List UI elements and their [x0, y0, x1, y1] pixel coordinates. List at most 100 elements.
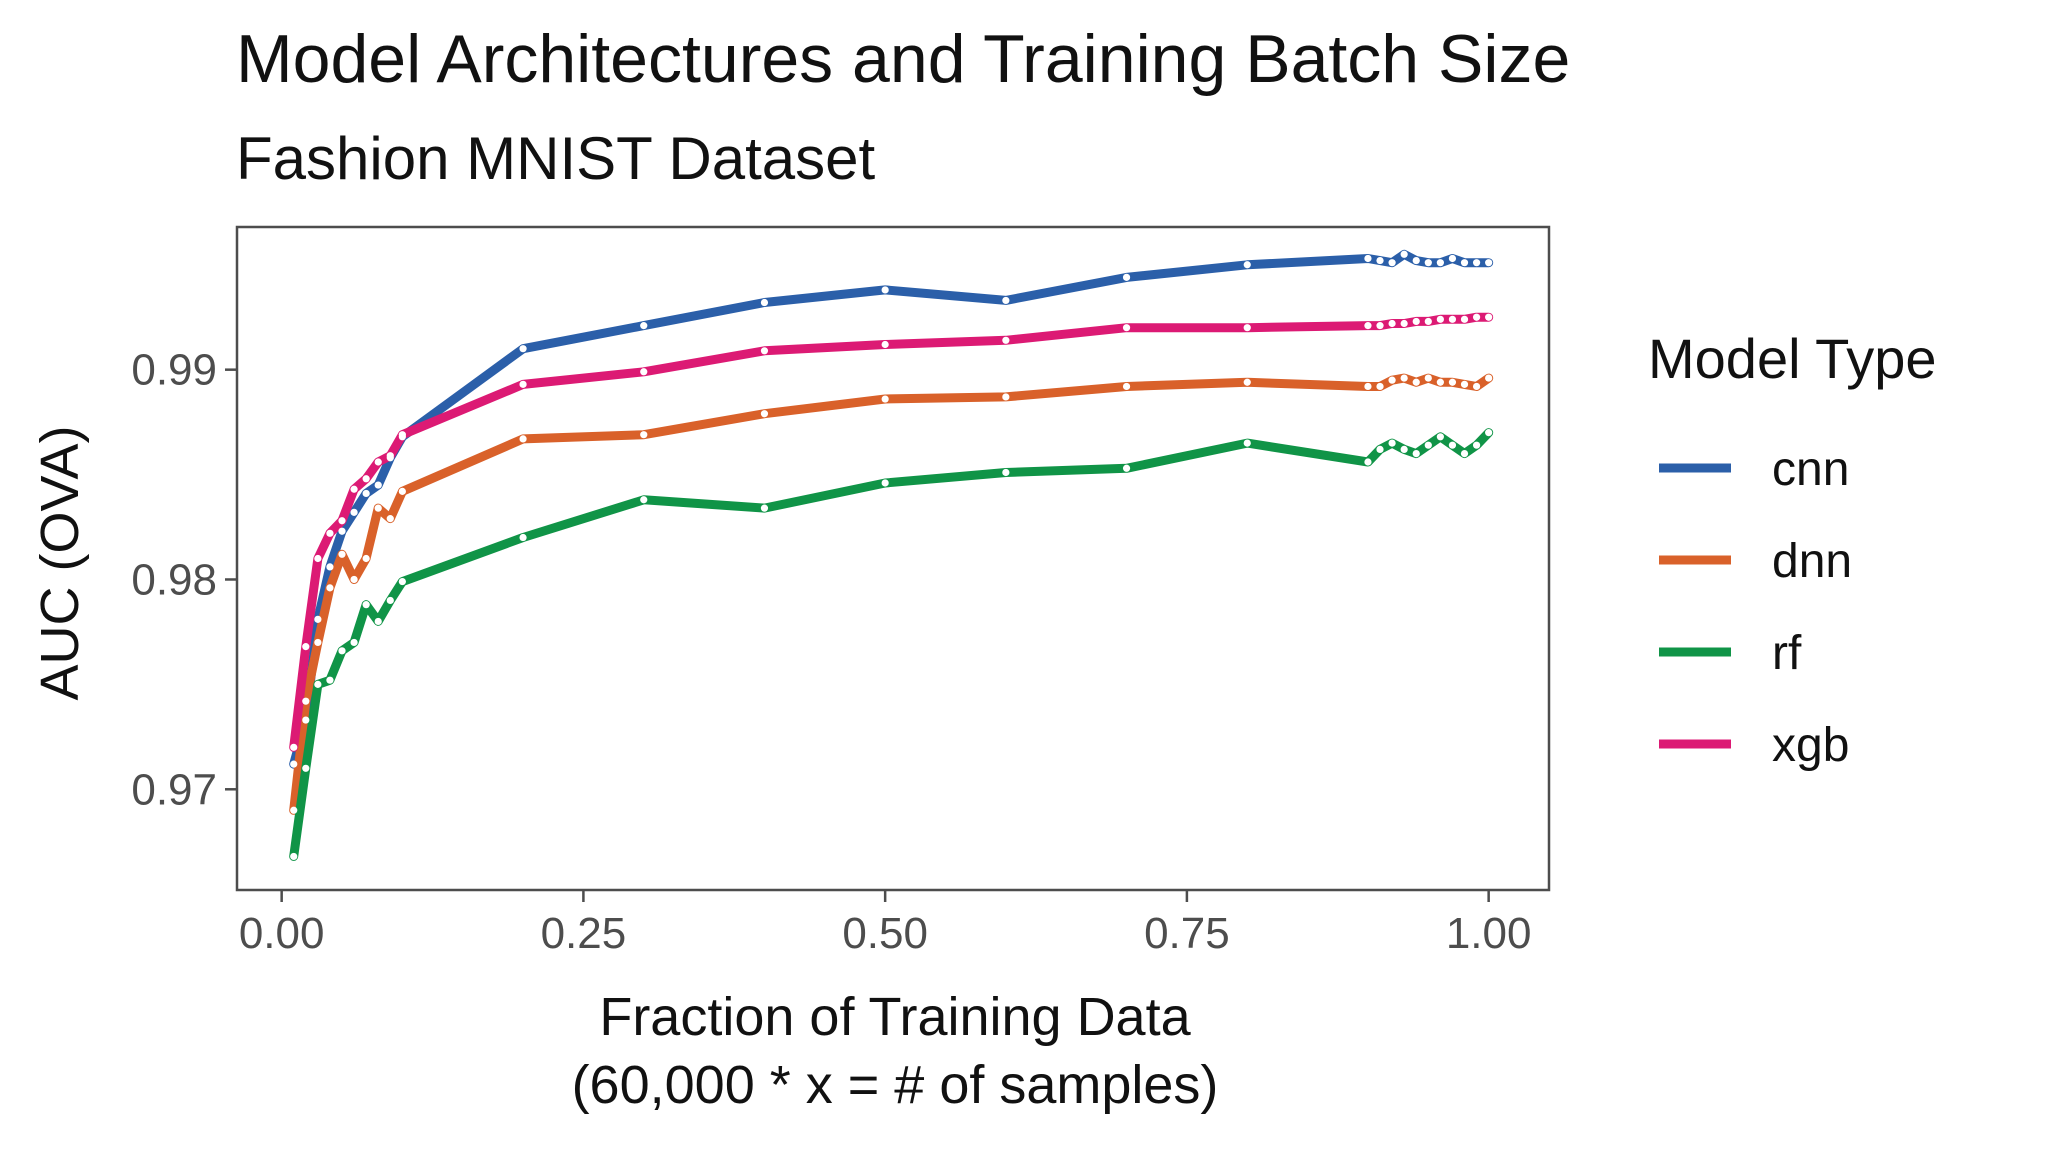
data-point-xgb	[338, 517, 346, 525]
x-axis-ticks: 0.00 0.25 0.50 0.75 1.00	[239, 890, 1531, 958]
data-point-dnn	[362, 554, 370, 563]
data-point-cnn	[881, 286, 889, 294]
data-point-cnn	[338, 527, 346, 535]
data-point-rf	[290, 852, 298, 861]
y-tick-label: 0.98	[131, 555, 217, 604]
data-point-rf	[1376, 445, 1384, 453]
data-point-rf	[1122, 464, 1131, 472]
y-tick-label: 0.97	[131, 765, 217, 814]
data-point-xgb	[1436, 315, 1444, 323]
data-point-cnn	[1412, 256, 1420, 265]
data-point-cnn	[1364, 254, 1372, 263]
data-point-dnn	[338, 550, 346, 558]
data-point-xgb	[1424, 317, 1432, 326]
data-point-cnn	[1472, 259, 1481, 267]
data-point-rf	[386, 596, 394, 605]
data-point-rf	[1448, 441, 1457, 449]
data-point-cnn	[519, 345, 527, 353]
data-point-rf	[760, 504, 769, 512]
y-axis-title: AUC (OVA)	[30, 425, 90, 700]
data-point-rf	[1388, 439, 1396, 447]
data-point-dnn	[350, 575, 358, 584]
data-point-dnn	[374, 504, 382, 512]
legend-label-dnn: dnn	[1772, 535, 1852, 588]
data-point-rf	[1412, 449, 1420, 458]
data-point-xgb	[350, 485, 358, 493]
data-point-xgb	[386, 452, 394, 460]
data-point-cnn	[1122, 273, 1131, 281]
data-point-rf	[1424, 441, 1432, 449]
data-point-cnn	[314, 615, 322, 623]
chart-title: Model Architectures and Training Batch S…	[236, 21, 1571, 97]
data-point-dnn	[1448, 378, 1457, 386]
series-points	[290, 250, 1493, 861]
data-point-rf	[519, 533, 527, 542]
data-point-cnn	[350, 508, 358, 516]
data-point-dnn	[1460, 380, 1469, 388]
data-point-dnn	[881, 395, 889, 403]
data-point-dnn	[386, 515, 394, 523]
data-point-rf	[374, 617, 382, 626]
data-point-rf	[362, 601, 370, 609]
data-point-dnn	[1400, 374, 1408, 382]
data-point-rf	[1400, 445, 1408, 453]
data-point-cnn	[1388, 259, 1396, 267]
data-point-xgb	[374, 458, 382, 466]
data-point-dnn	[398, 487, 406, 495]
x-axis-title-line-1: Fraction of Training Data	[599, 987, 1191, 1047]
data-point-dnn	[1436, 378, 1444, 386]
data-point-cnn	[290, 760, 298, 768]
data-point-dnn	[314, 638, 322, 647]
data-point-xgb	[290, 743, 298, 751]
data-point-xgb	[640, 368, 648, 376]
data-point-xgb	[1412, 317, 1420, 326]
series-line-cnn	[289, 249, 1494, 769]
series-lines	[289, 249, 1494, 861]
data-point-xgb	[1448, 315, 1457, 323]
legend-label-rf: rf	[1772, 627, 1802, 680]
data-point-xgb	[1388, 319, 1396, 328]
legend: Model Type cnn dnn rf xgb	[1648, 327, 1936, 772]
data-point-dnn	[1485, 374, 1493, 382]
legend-label-xgb: xgb	[1772, 719, 1849, 772]
data-point-dnn	[1388, 376, 1396, 384]
data-point-xgb	[314, 554, 322, 563]
data-point-cnn	[374, 481, 382, 489]
data-point-xgb	[760, 347, 769, 355]
data-point-cnn	[1436, 259, 1444, 267]
data-point-rf	[326, 676, 334, 684]
data-point-xgb	[1376, 322, 1384, 330]
data-point-cnn	[362, 489, 370, 498]
data-point-xgb	[1485, 313, 1493, 321]
data-point-dnn	[1002, 393, 1010, 401]
series-line-xgb	[289, 312, 1494, 752]
data-point-cnn	[326, 563, 334, 571]
data-point-cnn	[1400, 250, 1408, 258]
data-point-rf	[881, 479, 889, 487]
data-point-cnn	[1424, 259, 1432, 267]
data-point-xgb	[1400, 319, 1408, 328]
data-point-dnn	[1376, 382, 1384, 391]
y-axis-ticks: 0.97 0.98 0.99	[131, 346, 237, 814]
data-point-rf	[1436, 433, 1444, 441]
data-point-rf	[1243, 439, 1251, 447]
data-point-xgb	[362, 475, 370, 483]
data-point-cnn	[1460, 259, 1469, 267]
data-point-xgb	[519, 380, 527, 388]
data-point-xgb	[398, 431, 406, 439]
data-point-dnn	[290, 806, 298, 814]
data-point-rf	[302, 764, 310, 772]
data-point-dnn	[302, 697, 310, 705]
data-point-dnn	[326, 584, 334, 592]
data-point-cnn	[1243, 261, 1251, 269]
data-point-rf	[338, 647, 346, 655]
x-tick-label: 0.25	[541, 909, 627, 958]
data-point-rf	[350, 638, 358, 647]
data-point-dnn	[1243, 378, 1251, 386]
x-tick-label: 0.00	[239, 909, 325, 958]
data-point-cnn	[1485, 259, 1493, 267]
legend-label-cnn: cnn	[1772, 443, 1849, 496]
chart-subtitle: Fashion MNIST Dataset	[236, 125, 876, 192]
data-point-xgb	[1460, 315, 1469, 323]
